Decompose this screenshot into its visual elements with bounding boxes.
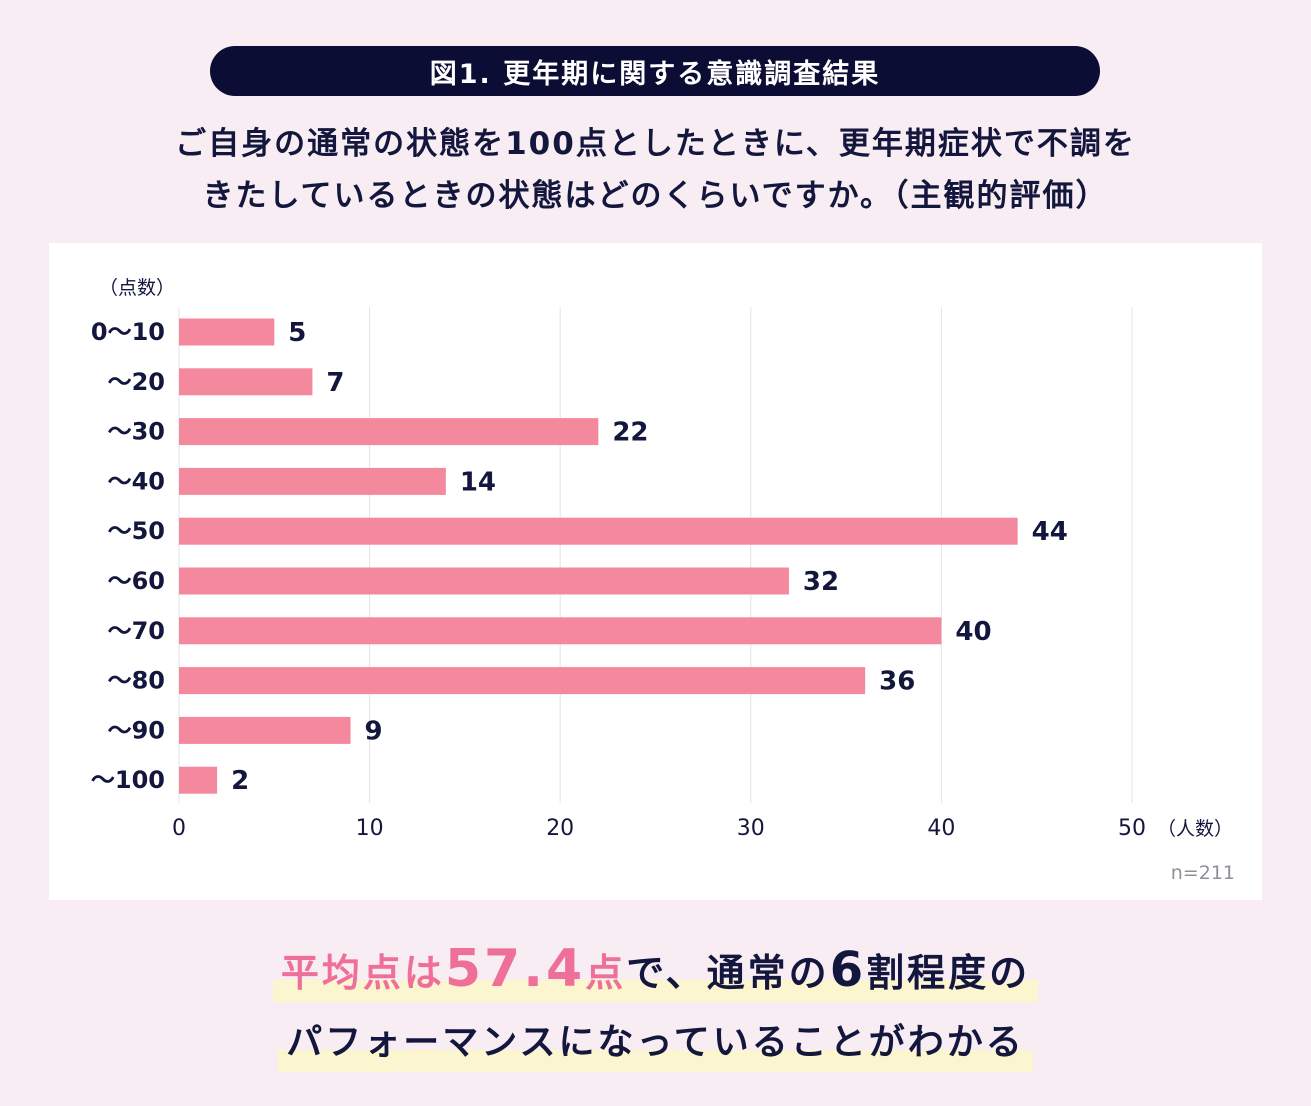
bar-2 — [179, 418, 599, 446]
x-tick-label: 30 — [737, 816, 765, 841]
chart-panel: 0 10 20 30 40 50 （点数） （人数） n=211 0〜10 5 〜20 7 〜30 22 〜4… — [49, 243, 1262, 900]
bar-3 — [179, 467, 446, 495]
conclusion-degree: 程度の — [907, 951, 1031, 995]
conclusion-connector: で、通常の — [626, 951, 830, 995]
bar-6 — [179, 617, 942, 645]
conclusion-line-2: パフォーマンスになっていることがわかる — [278, 1012, 1034, 1074]
question-line-1: ご自身の通常の状態を100点としたときに、更年期症状で不調を — [175, 126, 1136, 162]
conclusion: 平均点は57.4点で、通常の6割程度の パフォーマンスになっていることがわかる — [0, 938, 1311, 1074]
bar-value-label: 22 — [612, 418, 648, 448]
bar-value-label: 40 — [955, 617, 991, 647]
sample-size-label: n=211 — [1171, 862, 1235, 884]
x-tick-label: 0 — [172, 816, 186, 841]
category-label: 〜20 — [108, 368, 165, 396]
category-label: 〜30 — [108, 418, 165, 446]
bar-value-label: 9 — [365, 716, 383, 746]
category-label: 〜100 — [91, 766, 165, 794]
bar-value-label: 32 — [803, 567, 839, 597]
bar-value-label: 5 — [288, 318, 306, 348]
conclusion-ratio-value: 6 — [829, 942, 867, 998]
bar-4 — [179, 517, 1018, 545]
category-label: 〜70 — [108, 617, 165, 645]
conclusion-ratio-unit: 割 — [866, 951, 908, 995]
survey-question: ご自身の通常の状態を100点としたときに、更年期症状で不調を きたしているときの… — [60, 118, 1251, 222]
y-axis-label: （点数） — [99, 277, 175, 299]
bar-0 — [179, 318, 275, 346]
figure-title: 図1. 更年期に関する意識調査結果 — [210, 46, 1100, 96]
bar-chart: 0 10 20 30 40 50 （点数） （人数） n=211 0〜10 5 〜20 7 〜30 22 〜4… — [91, 277, 1235, 884]
bar-7 — [179, 667, 866, 695]
x-axis-label: （人数） — [1157, 818, 1233, 840]
bar-8 — [179, 716, 351, 744]
category-label: 〜80 — [108, 667, 165, 695]
x-tick-label: 50 — [1118, 816, 1146, 841]
bar-9 — [179, 766, 218, 794]
x-tick-label: 40 — [927, 816, 955, 841]
category-label: 〜50 — [108, 517, 165, 545]
category-label: 〜90 — [108, 716, 165, 744]
bar-value-label: 2 — [231, 766, 249, 796]
bar-1 — [179, 368, 313, 396]
bar-5 — [179, 567, 789, 595]
conclusion-average-value: 57.4 — [444, 939, 586, 999]
category-label: 0〜10 — [91, 318, 165, 346]
x-tick-label: 20 — [546, 816, 574, 841]
x-tick-label: 10 — [356, 816, 384, 841]
category-label: 〜40 — [108, 467, 165, 495]
conclusion-average-unit: 点 — [585, 951, 627, 995]
category-label: 〜60 — [108, 567, 165, 595]
bar-value-label: 7 — [326, 368, 344, 398]
question-line-2: きたしているときの状態はどのくらいですか。（主観的評価） — [202, 178, 1109, 214]
conclusion-line-1: 平均点は57.4点で、通常の6割程度の — [272, 938, 1039, 1004]
bar-value-label: 36 — [879, 667, 915, 697]
conclusion-average-label: 平均点は — [280, 951, 445, 995]
bar-value-label: 14 — [460, 467, 496, 497]
bar-value-label: 44 — [1032, 517, 1068, 547]
